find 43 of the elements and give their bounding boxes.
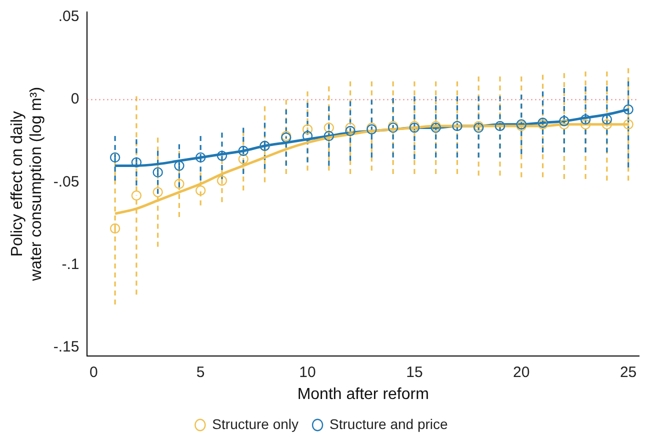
- point: [174, 160, 184, 171]
- x-axis-title: Month after reform: [297, 386, 429, 403]
- x-tick-label: 5: [196, 364, 205, 381]
- point: [238, 154, 248, 164]
- point: [152, 167, 163, 178]
- x-tick-label: 25: [620, 364, 637, 381]
- legend-label: Structure and price: [330, 416, 448, 432]
- point: [602, 114, 612, 125]
- y-tick-label: -.1: [62, 256, 80, 274]
- point: [152, 187, 163, 198]
- point: [324, 130, 334, 142]
- x-tick-label: 20: [513, 364, 530, 381]
- point: [623, 104, 634, 115]
- point: [131, 157, 142, 168]
- point: [131, 190, 142, 201]
- point: [345, 126, 356, 136]
- point: [195, 152, 206, 163]
- y-tick-label: -.15: [53, 338, 80, 356]
- point: [302, 124, 313, 134]
- point: [302, 130, 313, 142]
- x-tick-label: 0: [89, 364, 98, 381]
- point: [110, 223, 120, 234]
- point: [559, 116, 570, 126]
- point: [324, 122, 334, 133]
- x-tick-label: 10: [299, 364, 316, 381]
- y-tick-label: .05: [58, 8, 80, 26]
- point: [580, 114, 591, 125]
- point: [559, 119, 570, 130]
- point: [216, 175, 228, 186]
- y-tick-label: 0: [70, 90, 80, 108]
- legend-label: Structure only: [212, 416, 299, 432]
- y-tick-label: -.05: [53, 173, 80, 190]
- point: [238, 146, 248, 156]
- point: [216, 150, 228, 161]
- point: [623, 119, 634, 130]
- point: [195, 185, 206, 196]
- x-tick-label: 15: [406, 364, 423, 381]
- point: [110, 152, 120, 163]
- point: [345, 122, 356, 133]
- point: [602, 119, 612, 130]
- point: [174, 178, 184, 189]
- y-axis-title: Policy effect on daily water consumption (log m³): [9, 86, 46, 282]
- point: [580, 119, 591, 130]
